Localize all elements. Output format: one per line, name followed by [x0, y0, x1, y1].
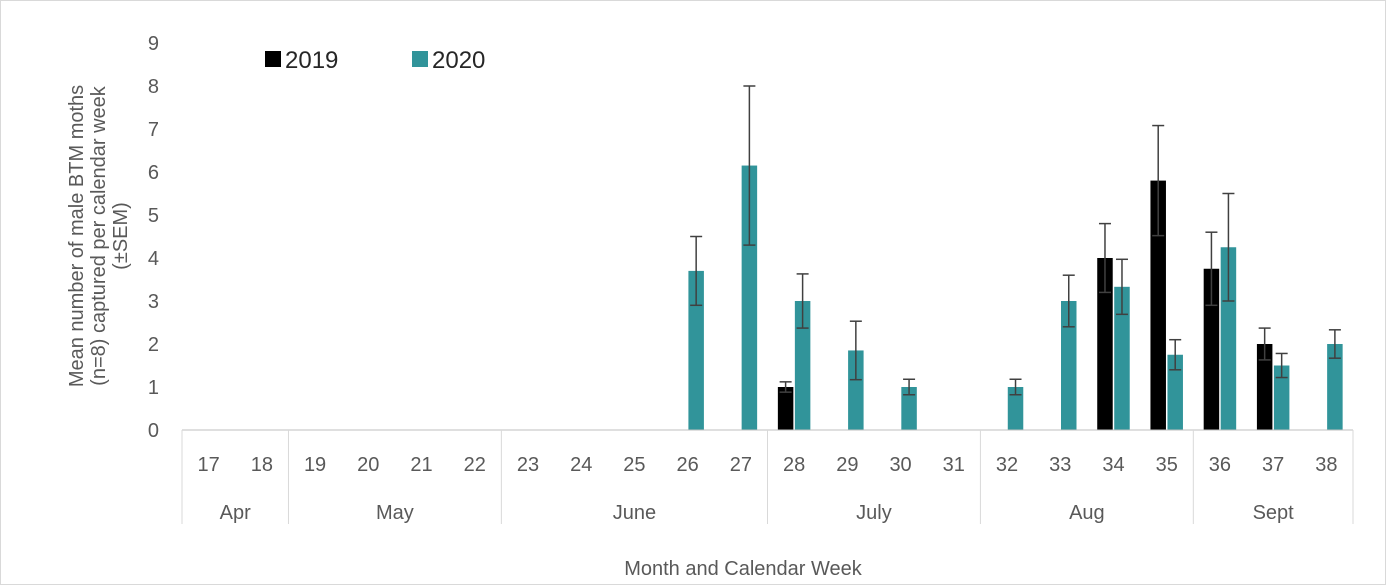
- y-tick-label: 4: [148, 248, 159, 270]
- bars: [688, 85, 1343, 431]
- bar-2020: [848, 350, 864, 430]
- month-label: July: [856, 502, 892, 524]
- y-axis: 0 1 2 3 4 5 6 7 8 9: [148, 33, 159, 442]
- x-tick-label: 30: [889, 454, 911, 476]
- x-tick-label: 36: [1209, 454, 1231, 476]
- bar-2020: [1007, 387, 1024, 430]
- y-tick-label: 5: [148, 205, 159, 227]
- legend-swatch-2019: [265, 51, 281, 67]
- month-label: Apr: [220, 502, 251, 524]
- month-label: June: [613, 502, 656, 524]
- legend: 2019 2020: [265, 47, 485, 74]
- month-label: Aug: [1069, 502, 1105, 524]
- x-tick-label: 23: [517, 454, 539, 476]
- x-tick-label: 34: [1102, 454, 1124, 476]
- y-tick-label: 9: [148, 33, 159, 55]
- legend-label-2019: 2019: [285, 47, 338, 74]
- x-tick-label: 24: [570, 454, 592, 476]
- x-tick-label: 22: [464, 454, 486, 476]
- x-tick-label: 21: [410, 454, 432, 476]
- x-tick-label: 35: [1156, 454, 1178, 476]
- bar-2020: [1220, 247, 1237, 430]
- x-tick-label: 33: [1049, 454, 1071, 476]
- y-tick-label: 7: [148, 119, 159, 141]
- bar-2019: [1097, 258, 1113, 430]
- x-tick-label: 18: [251, 454, 273, 476]
- x-tick-label: 19: [304, 454, 326, 476]
- y-axis-title-line-2: (n=8) captured per calendar week: [88, 85, 110, 386]
- y-tick-label: 6: [148, 162, 159, 184]
- bar-2020: [1327, 344, 1343, 430]
- bar-2020: [1273, 365, 1290, 430]
- legend-swatch-2020: [412, 51, 428, 67]
- bar-2020: [1167, 354, 1183, 430]
- bar-2020: [688, 270, 704, 430]
- bar-2020: [741, 165, 758, 431]
- month-label: May: [376, 502, 414, 524]
- x-tick-label: 29: [836, 454, 858, 476]
- bar-2019: [1150, 180, 1166, 430]
- legend-label-2020: 2020: [432, 47, 485, 74]
- y-tick-label: 0: [148, 420, 159, 442]
- y-axis-title-line-1: Mean number of male BTM moths: [66, 85, 88, 387]
- x-tick-label: 38: [1315, 454, 1337, 476]
- x-axis-title: Month and Calendar Week: [624, 558, 863, 580]
- x-axis: 17 18 19 20 21 22 23 24 25 26 27 28 29 30 31 32 33 34 35 36…: [181, 429, 1354, 524]
- x-tick-label: 25: [623, 454, 645, 476]
- month-label: Sept: [1253, 502, 1295, 524]
- y-tick-label: 8: [148, 76, 159, 98]
- bar-2019: [1256, 344, 1273, 430]
- bar-2019: [1203, 268, 1220, 430]
- x-tick-label: 17: [197, 454, 219, 476]
- x-tick-label: 26: [677, 454, 699, 476]
- y-tick-label: 2: [148, 334, 159, 356]
- x-tick-label: 32: [996, 454, 1018, 476]
- y-axis-title: Mean number of male BTM moths (n=8) capt…: [66, 85, 132, 387]
- x-tick-label: 27: [730, 454, 752, 476]
- bar-2020: [794, 301, 811, 430]
- x-tick-label: 20: [357, 454, 379, 476]
- x-tick-label: 28: [783, 454, 805, 476]
- x-tick-label: 31: [943, 454, 965, 476]
- bar-2020: [901, 387, 917, 430]
- y-axis-title-line-3: (±SEM): [110, 202, 132, 270]
- y-tick-label: 3: [148, 291, 159, 313]
- bar-2019: [777, 387, 794, 430]
- bar-2020: [1114, 286, 1130, 430]
- bar-2020: [1061, 301, 1077, 430]
- x-tick-label: 37: [1262, 454, 1284, 476]
- y-tick-label: 1: [148, 377, 159, 399]
